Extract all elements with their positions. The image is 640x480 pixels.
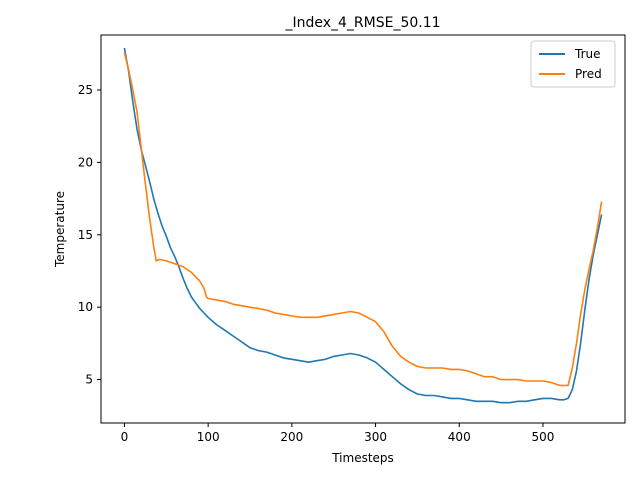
legend-label: True xyxy=(574,47,601,61)
x-tick-label: 200 xyxy=(280,430,303,444)
legend-box xyxy=(530,40,616,88)
plot-lines xyxy=(123,47,603,404)
y-tick-label: 10 xyxy=(78,300,93,314)
x-tick-label: 300 xyxy=(364,430,387,444)
y-tick-label: 5 xyxy=(85,373,93,387)
y-axis: 5 10 15 20 25 xyxy=(78,83,101,387)
x-tick-label: 0 xyxy=(121,430,129,444)
legend-label: Pred xyxy=(575,67,602,81)
y-tick-label: 15 xyxy=(78,228,93,242)
series-line-pred xyxy=(123,52,603,387)
y-tick-label: 20 xyxy=(78,155,93,169)
plot-frame xyxy=(100,34,626,424)
y-axis-label: Temperature xyxy=(53,191,67,268)
legend: True Pred xyxy=(530,40,616,88)
y-tick-label: 25 xyxy=(78,83,93,97)
x-tick-label: 500 xyxy=(532,430,555,444)
x-tick-label: 100 xyxy=(197,430,220,444)
x-axis-label: Timesteps xyxy=(331,451,394,465)
chart-title: _Index_4_RMSE_50.11 xyxy=(284,15,440,31)
x-tick-label: 400 xyxy=(448,430,471,444)
series-line-true xyxy=(123,47,603,404)
x-axis: 0 100 200 300 400 500 xyxy=(121,423,555,444)
